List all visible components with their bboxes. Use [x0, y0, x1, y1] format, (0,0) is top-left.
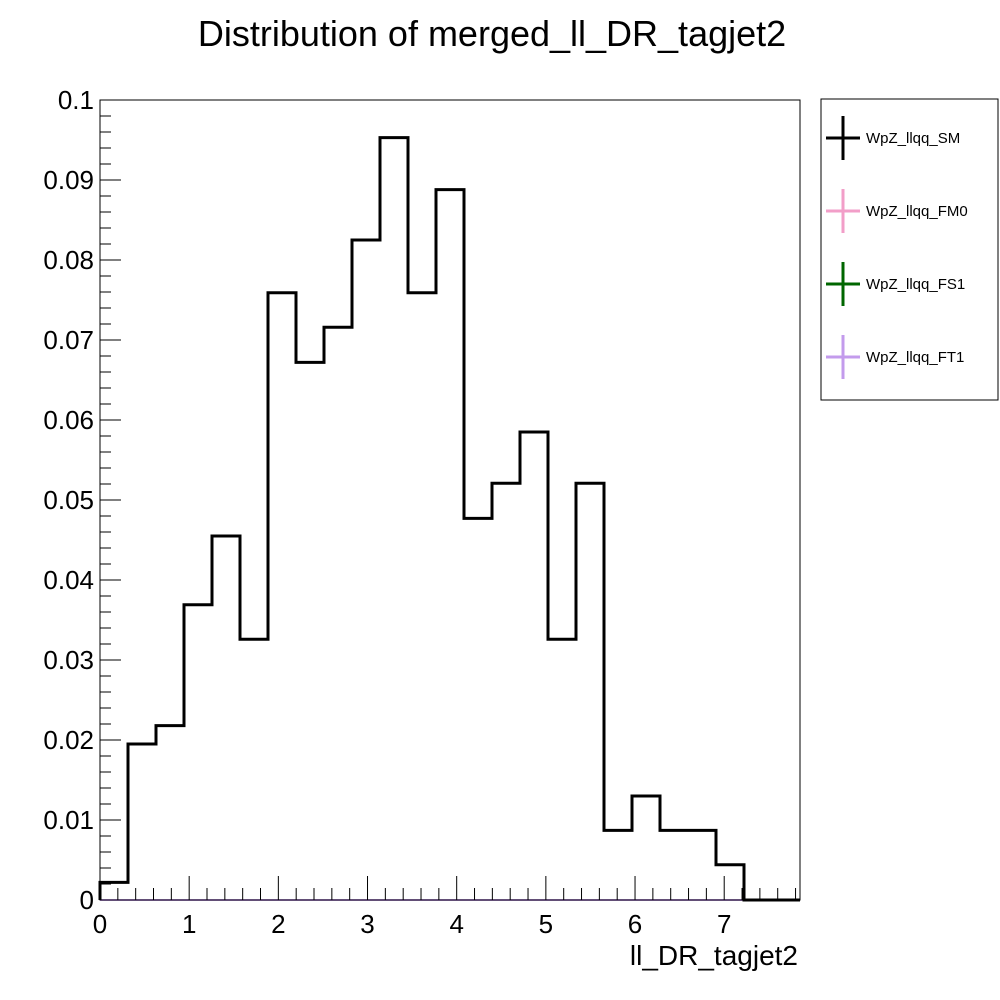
plot-frame — [99, 99, 801, 901]
y-tick-label: 0.08 — [43, 245, 94, 275]
x-tick-label: 4 — [449, 909, 463, 939]
legend: WpZ_llqq_SM WpZ_llqq_FM0 WpZ_llqq_FS1 WpZ_l… — [826, 116, 968, 379]
x-tick-label: 7 — [717, 909, 731, 939]
y-tick-label: 0.04 — [43, 565, 94, 595]
x-axis-label: ll_DR_tagjet2 — [630, 940, 798, 971]
y-tick-label: 0.07 — [43, 325, 94, 355]
legend-box — [820, 98, 999, 401]
y-tick-label: 0 — [80, 885, 94, 915]
x-tick-label: 3 — [360, 909, 374, 939]
legend-entry-wpz-llqq-fs1: WpZ_llqq_FS1 — [826, 262, 965, 306]
x-tick-label: 0 — [93, 909, 107, 939]
y-tick-label: 0.05 — [43, 485, 94, 515]
chart-title: Distribution of merged_ll_DR_tagjet2 — [198, 13, 786, 54]
x-tick-label: 2 — [271, 909, 285, 939]
legend-entry-wpz-llqq-fm0: WpZ_llqq_FM0 — [826, 189, 968, 233]
x-axis-ticks: 0 1 2 3 4 5 6 7 — [93, 876, 797, 939]
y-tick-label: 0.06 — [43, 405, 94, 435]
y-axis-ticks: 0 0.01 0.02 0.03 0.04 0.05 0.06 0.07 0.08 0.09 0.1 — [43, 85, 121, 915]
legend-label: WpZ_llqq_FS1 — [866, 276, 965, 293]
y-tick-label: 0.01 — [43, 805, 94, 835]
histogram-series — [98, 136, 800, 902]
x-tick-label: 6 — [628, 909, 642, 939]
series-line-wpz-llqq-sm — [98, 136, 800, 902]
legend-entry-wpz-llqq-sm: WpZ_llqq_SM — [826, 116, 960, 160]
y-tick-label: 0.02 — [43, 725, 94, 755]
legend-label: WpZ_llqq_SM — [866, 130, 960, 147]
legend-label: WpZ_llqq_FT1 — [866, 349, 964, 366]
x-tick-label: 5 — [539, 909, 553, 939]
legend-entry-wpz-llqq-ft1: WpZ_llqq_FT1 — [826, 335, 964, 379]
y-tick-label: 0.03 — [43, 645, 94, 675]
y-tick-label: 0.1 — [58, 85, 94, 115]
y-tick-label: 0.09 — [43, 165, 94, 195]
x-tick-label: 1 — [182, 909, 196, 939]
legend-label: WpZ_llqq_FM0 — [866, 203, 968, 220]
